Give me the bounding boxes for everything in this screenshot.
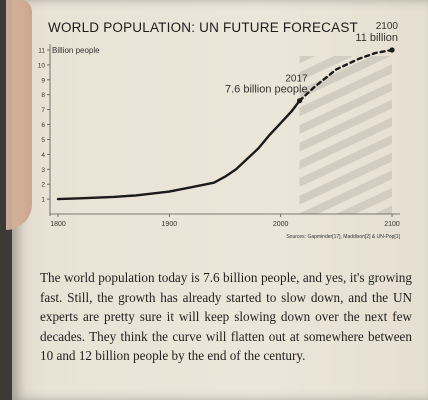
sources-note: Sources: Gapminder[17], Maddison[2] & UN… (286, 234, 400, 240)
annotation-value-2100: 11 billion (355, 32, 398, 44)
thumb-edge (6, 0, 32, 230)
y-tick-label: 1 (41, 197, 45, 204)
y-tick-label: 3 (41, 167, 45, 174)
x-tick-label: 1800 (50, 221, 66, 228)
population-chart: 1 2 3 4 5 6 7 8 9 10 11 1800 1900 2000 2100 Billion peo… (38, 21, 400, 240)
annotation-year-2017: 2017 (285, 74, 308, 85)
annotation-year-2100: 2100 (376, 21, 399, 32)
body-paragraph: The world population today is 7.6 billio… (40, 270, 412, 363)
historical-line (56, 99, 301, 201)
y-tick-label: 8 (41, 92, 45, 99)
marker-2100 (389, 47, 395, 53)
y-tick-label: 4 (41, 152, 45, 159)
y-tick-label: 2 (41, 182, 45, 189)
y-tick-label: 5 (41, 137, 45, 144)
y-tick-label: 6 (41, 122, 45, 129)
annotation-value-2017: 7.6 billion people (225, 84, 308, 96)
y-tick-label: 10 (38, 62, 46, 69)
y-tick-label: 7 (41, 107, 45, 114)
forecast-shaded-region (299, 56, 392, 214)
y-tick-label: 11 (38, 48, 45, 55)
y-axis-label: Billion people (52, 46, 100, 55)
x-tick-label: 1900 (162, 221, 178, 228)
x-tick-label: 2000 (273, 221, 289, 228)
y-tick-label: 9 (41, 77, 45, 84)
forecast-line (298, 48, 394, 102)
chart-title: WORLD POPULATION: UN FUTURE FORECAST (48, 20, 358, 35)
marker-2017 (296, 98, 303, 104)
x-tick-label: 2100 (384, 221, 400, 228)
